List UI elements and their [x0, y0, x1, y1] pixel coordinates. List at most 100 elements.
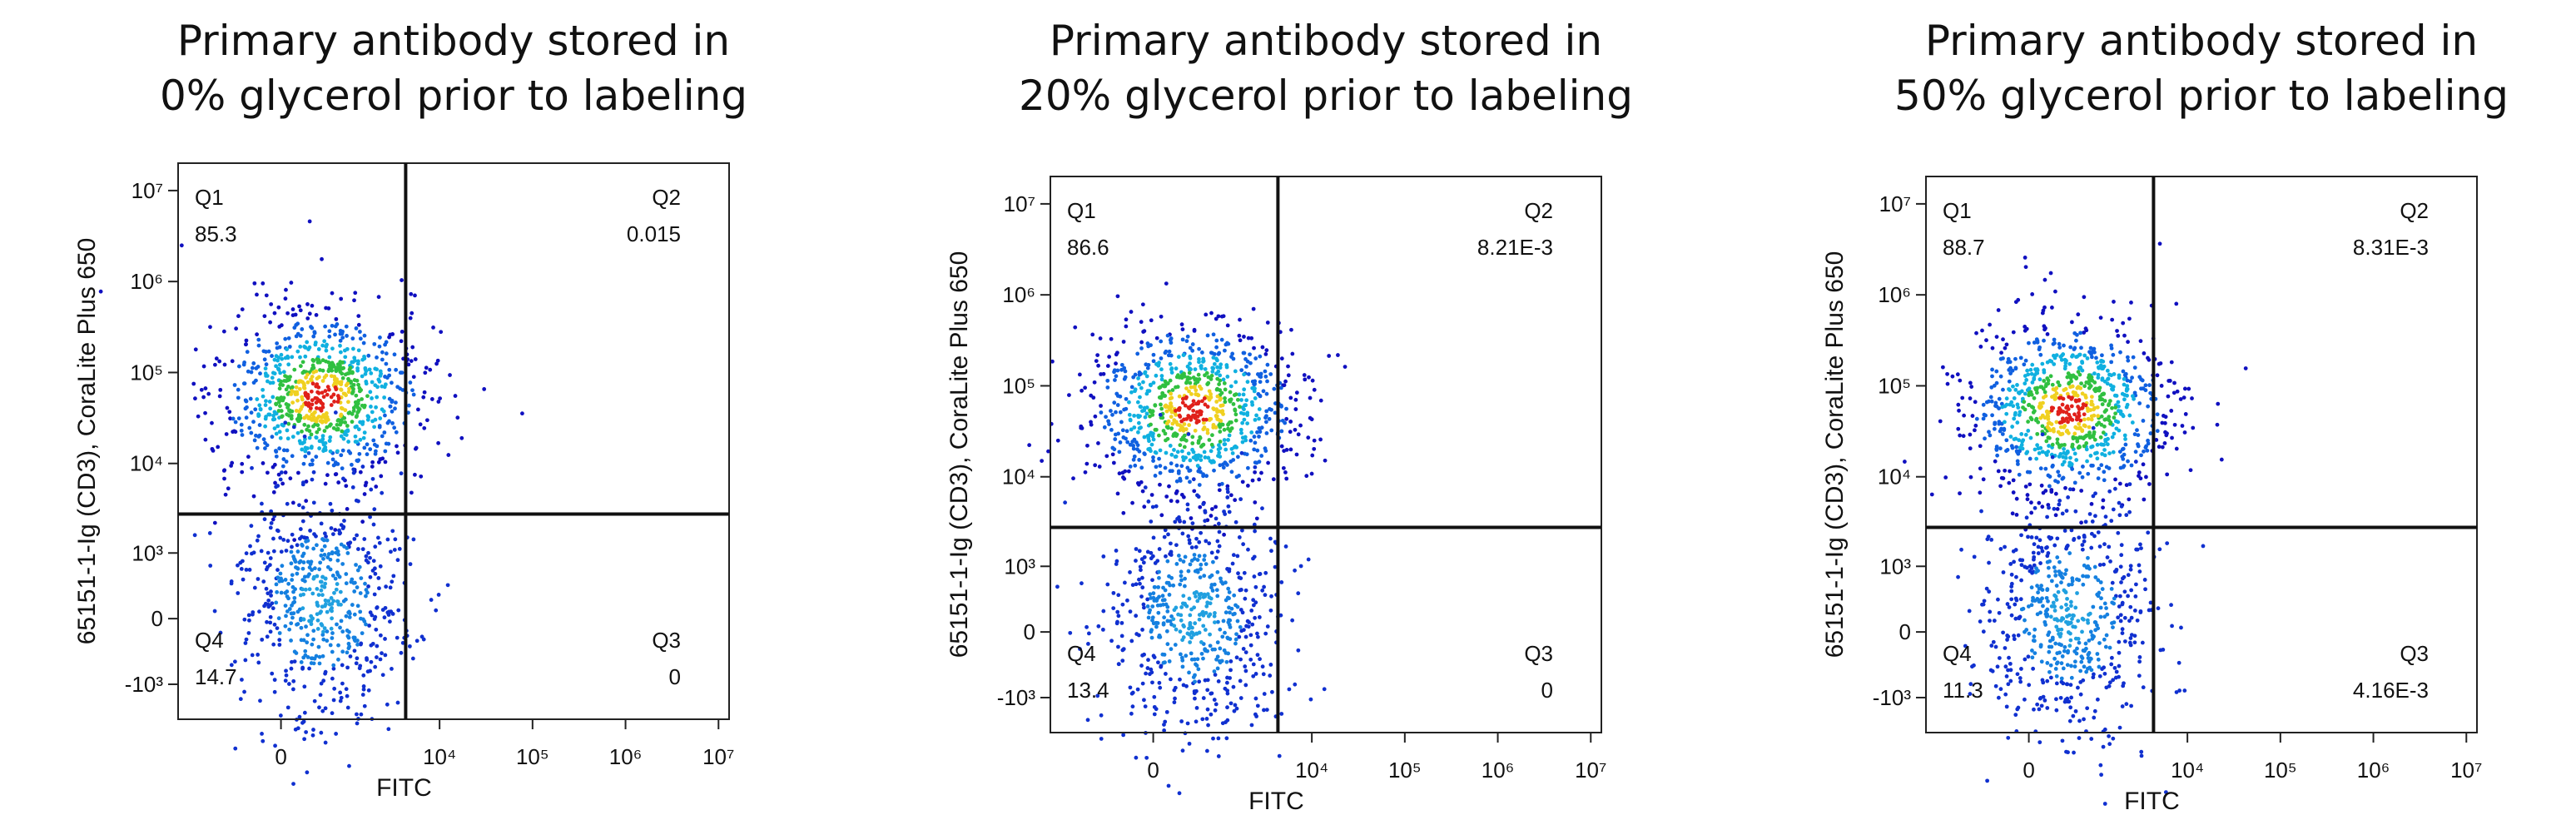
event-dot	[1180, 449, 1184, 454]
event-dot	[1124, 324, 1129, 329]
event-dot	[324, 344, 329, 349]
event-dot	[1124, 396, 1129, 401]
event-dot	[262, 517, 267, 522]
event-dot	[1261, 672, 1266, 677]
event-dot	[2092, 350, 2097, 355]
event-dot	[2023, 407, 2028, 412]
event-dot	[2014, 574, 2018, 579]
event-dot	[1270, 689, 1274, 694]
event-dot	[2121, 321, 2126, 326]
event-dot	[2098, 580, 2103, 584]
quadrant-percent: 0	[669, 664, 681, 689]
event-dot	[2065, 428, 2070, 433]
event-dot	[1149, 550, 1154, 555]
event-dot	[339, 296, 344, 301]
event-dot	[210, 420, 214, 425]
event-dot	[2048, 374, 2053, 379]
event-dot	[271, 517, 275, 522]
event-dot	[1158, 685, 1163, 690]
event-dot	[414, 639, 419, 644]
event-dot	[265, 379, 270, 384]
event-dot	[338, 589, 343, 594]
event-dot	[2080, 475, 2085, 480]
event-dot	[1283, 379, 1288, 384]
event-dot	[1156, 610, 1161, 615]
event-dot	[379, 474, 384, 479]
event-dot	[278, 477, 283, 482]
event-dot	[2112, 569, 2117, 574]
event-dot	[268, 556, 273, 560]
event-dot	[1974, 330, 1978, 335]
event-dot	[1260, 506, 1264, 511]
event-dot	[2097, 544, 2102, 549]
event-dot	[2077, 444, 2082, 449]
event-dot	[351, 635, 356, 640]
event-dot	[2008, 388, 2013, 392]
event-dot	[2090, 636, 2095, 641]
event-dot	[266, 591, 271, 596]
event-dot	[2042, 277, 2047, 282]
event-dot	[1169, 426, 1174, 431]
event-dot	[2093, 575, 2098, 579]
event-dot	[1233, 603, 1238, 608]
event-dot	[1978, 619, 1983, 624]
x-tick-label: 10⁷	[702, 744, 734, 769]
event-dot	[1162, 598, 1167, 603]
event-dot	[326, 306, 331, 311]
event-dot	[2076, 619, 2081, 624]
event-dot	[1131, 457, 1136, 462]
event-dot	[1225, 487, 1230, 491]
event-dot	[1244, 624, 1248, 629]
event-dot	[2042, 370, 2047, 375]
event-dot	[2024, 515, 2029, 520]
event-dot	[321, 556, 325, 561]
event-dot	[2050, 635, 2055, 640]
event-dot	[1343, 365, 1348, 370]
event-dot	[2137, 470, 2142, 475]
event-dot	[2067, 381, 2072, 386]
event-dot	[1237, 474, 1241, 478]
event-dot	[277, 324, 282, 329]
event-dot	[285, 428, 290, 433]
event-dot	[1956, 402, 1961, 407]
event-dot	[288, 476, 293, 481]
event-dot	[254, 378, 258, 383]
event-dot	[2051, 600, 2056, 605]
event-dot	[2094, 422, 2099, 427]
event-dot	[334, 587, 339, 592]
event-dot	[2023, 358, 2028, 363]
event-dot	[2067, 361, 2072, 366]
event-dot	[374, 485, 379, 489]
event-dot	[317, 446, 322, 450]
event-dot	[1240, 440, 1245, 445]
event-dot	[1293, 427, 1298, 432]
event-dot	[1225, 635, 1230, 640]
event-dot	[1264, 409, 1269, 414]
event-dot	[1197, 539, 1202, 544]
event-dot	[2099, 353, 2104, 358]
event-dot	[2040, 432, 2045, 437]
event-dot	[2095, 360, 2100, 365]
event-dot	[300, 587, 305, 592]
event-dot	[264, 586, 269, 591]
event-dot	[278, 435, 283, 440]
event-dot	[1137, 577, 1141, 582]
event-dot	[2053, 569, 2057, 574]
event-dot	[2139, 753, 2144, 758]
event-dot	[1984, 586, 1989, 591]
event-dot	[2015, 420, 2020, 425]
event-dot	[1272, 386, 1277, 391]
event-dot	[1196, 494, 1201, 499]
event-dot	[266, 598, 271, 603]
event-dot	[308, 562, 313, 566]
event-dot	[250, 653, 255, 658]
event-dot	[2075, 591, 2079, 595]
quadrant-percent: 88.7	[1943, 235, 1985, 260]
event-dot	[2107, 645, 2112, 650]
event-dot	[1111, 606, 1116, 610]
event-dot	[1972, 554, 1977, 559]
event-dot	[2099, 359, 2103, 364]
event-dot	[320, 437, 325, 441]
event-dot	[1112, 400, 1117, 405]
event-dot	[1210, 589, 1215, 593]
